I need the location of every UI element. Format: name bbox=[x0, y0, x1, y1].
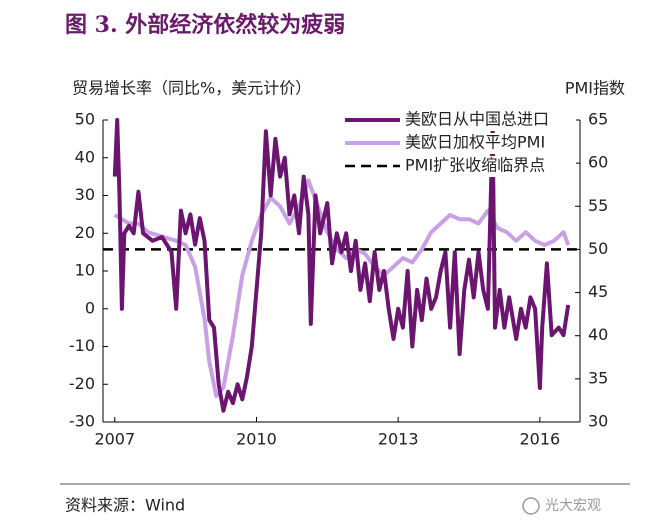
y-tick-label: 10 bbox=[75, 261, 95, 280]
source: 资料来源：Wind bbox=[65, 496, 185, 515]
legend-label: PMI扩张收缩临界点 bbox=[405, 156, 545, 175]
y2-axis-label: PMI指数 bbox=[565, 79, 625, 98]
y-tick-label: 40 bbox=[75, 147, 95, 166]
y2-tick-label: 50 bbox=[588, 239, 608, 258]
y-tick-label: -20 bbox=[69, 374, 95, 393]
y2-tick-label: 55 bbox=[588, 196, 608, 215]
x-tick-label: 2007 bbox=[94, 430, 135, 449]
y-tick-label: 30 bbox=[75, 185, 95, 204]
y2-tick-label: 45 bbox=[588, 282, 608, 301]
legend-bg bbox=[341, 110, 576, 131]
legend-bg bbox=[341, 133, 576, 154]
y2-tick-label: 30 bbox=[588, 412, 608, 431]
watermark: 光大宏观 bbox=[545, 498, 601, 514]
series-line bbox=[113, 178, 571, 399]
y2-tick-label: 60 bbox=[588, 153, 608, 172]
y2-tick-label: 40 bbox=[588, 325, 608, 344]
y-axis-label: 贸易增长率（同比%，美元计价） bbox=[72, 79, 311, 98]
y-tick-label: 0 bbox=[85, 298, 95, 317]
chart-title: 图 3. 外部经济依然较为疲弱 bbox=[65, 12, 345, 38]
x-tick-label: 2013 bbox=[378, 430, 419, 449]
legend-label: 美欧日加权平均PMI bbox=[405, 133, 545, 152]
y-tick-label: -30 bbox=[69, 412, 95, 431]
legend-bg bbox=[341, 156, 576, 177]
y-tick-label: 50 bbox=[75, 110, 95, 129]
watermark-icon bbox=[522, 497, 540, 515]
y2-tick-label: 65 bbox=[588, 110, 608, 129]
y-tick-label: 20 bbox=[75, 223, 95, 242]
legend-label: 美欧日从中国总进口 bbox=[405, 110, 549, 129]
y2-tick-label: 35 bbox=[588, 368, 608, 387]
y-tick-label: -10 bbox=[69, 336, 95, 355]
x-tick-label: 2016 bbox=[519, 430, 560, 449]
x-tick-label: 2010 bbox=[236, 430, 277, 449]
